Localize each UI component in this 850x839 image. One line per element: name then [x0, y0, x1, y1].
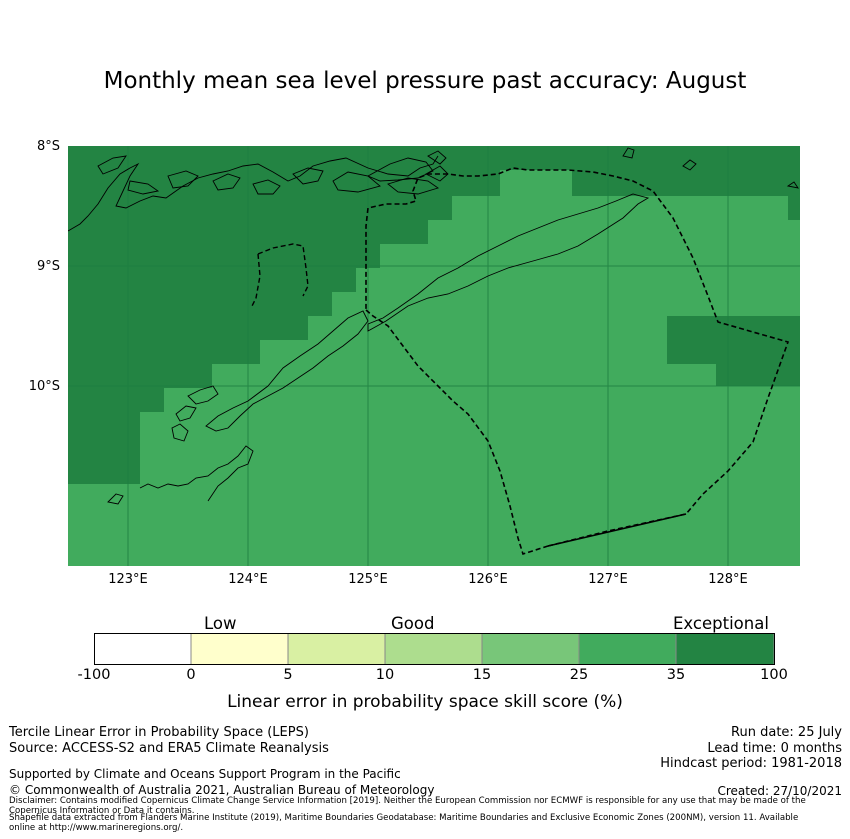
colorbar-tick: -100	[77, 667, 111, 683]
lon-label-123e: 123°E	[108, 572, 148, 587]
eez-boundary-west	[365, 309, 549, 556]
lon-label-128e: 128°E	[708, 572, 748, 587]
colorbar-swatch	[287, 633, 386, 665]
eez-boundary-inner	[251, 253, 261, 307]
coastline	[68, 147, 799, 505]
colorbar-swatch	[384, 633, 483, 665]
lat-label-8s: 8°S	[36, 139, 60, 154]
colorbar-label-good: Good	[391, 614, 435, 633]
created-date: Created: 27/10/2021	[717, 784, 842, 798]
skill-region-exceptional	[68, 146, 800, 484]
support-text: Supported by Climate and Oceans Support …	[9, 767, 401, 781]
colorbar-swatch	[578, 633, 677, 665]
colorbar-label-exceptional: Exceptional	[673, 614, 769, 633]
colorbar-swatch	[94, 633, 192, 665]
lon-label-126e: 126°E	[468, 572, 508, 587]
eez-boundary-solid	[547, 513, 687, 547]
lead-time: Lead time: 0 months	[707, 741, 842, 756]
colorbar-tick: 25	[569, 667, 589, 683]
colorbar-tick: 10	[375, 667, 395, 683]
lat-label-9s: 9°S	[36, 259, 60, 274]
colorbar-tick: 100	[760, 667, 788, 683]
colorbar-swatch	[675, 633, 775, 665]
lat-label-10s: 10°S	[28, 379, 60, 394]
copyright-text: © Commonwealth of Australia 2021, Austra…	[9, 783, 435, 797]
method-text: Tercile Linear Error in Probability Spac…	[9, 725, 309, 740]
colorbar-tick: 5	[283, 667, 293, 683]
lon-label-125e: 125°E	[348, 572, 388, 587]
hindcast-period: Hindcast period: 1981-2018	[660, 756, 842, 771]
eez-boundary-inner-2	[257, 243, 309, 297]
colorbar-swatch	[190, 633, 289, 665]
source-text: Source: ACCESS-S2 and ERA5 Climate Reana…	[9, 741, 329, 756]
graticule	[68, 146, 800, 566]
colorbar-tick: 35	[666, 667, 686, 683]
eez-boundary-east	[365, 167, 790, 547]
colorbar	[94, 633, 775, 665]
page-title: Monthly mean sea level pressure past acc…	[103, 68, 747, 94]
colorbar-label-low: Low	[204, 614, 237, 633]
run-date: Run date: 25 July	[731, 725, 842, 740]
colorbar-tick: 0	[186, 667, 196, 683]
disclaimer-text: Disclaimer: Contains modified Copernicus…	[9, 796, 806, 816]
colorbar-tick: 15	[472, 667, 492, 683]
colorbar-title: Linear error in probability space skill …	[227, 692, 623, 712]
shapefile-text: Shapefile data extracted from Flanders M…	[9, 813, 799, 833]
skill-map	[68, 146, 800, 566]
lon-label-124e: 124°E	[228, 572, 268, 587]
colorbar-swatch	[481, 633, 580, 665]
lon-label-127e: 127°E	[588, 572, 628, 587]
